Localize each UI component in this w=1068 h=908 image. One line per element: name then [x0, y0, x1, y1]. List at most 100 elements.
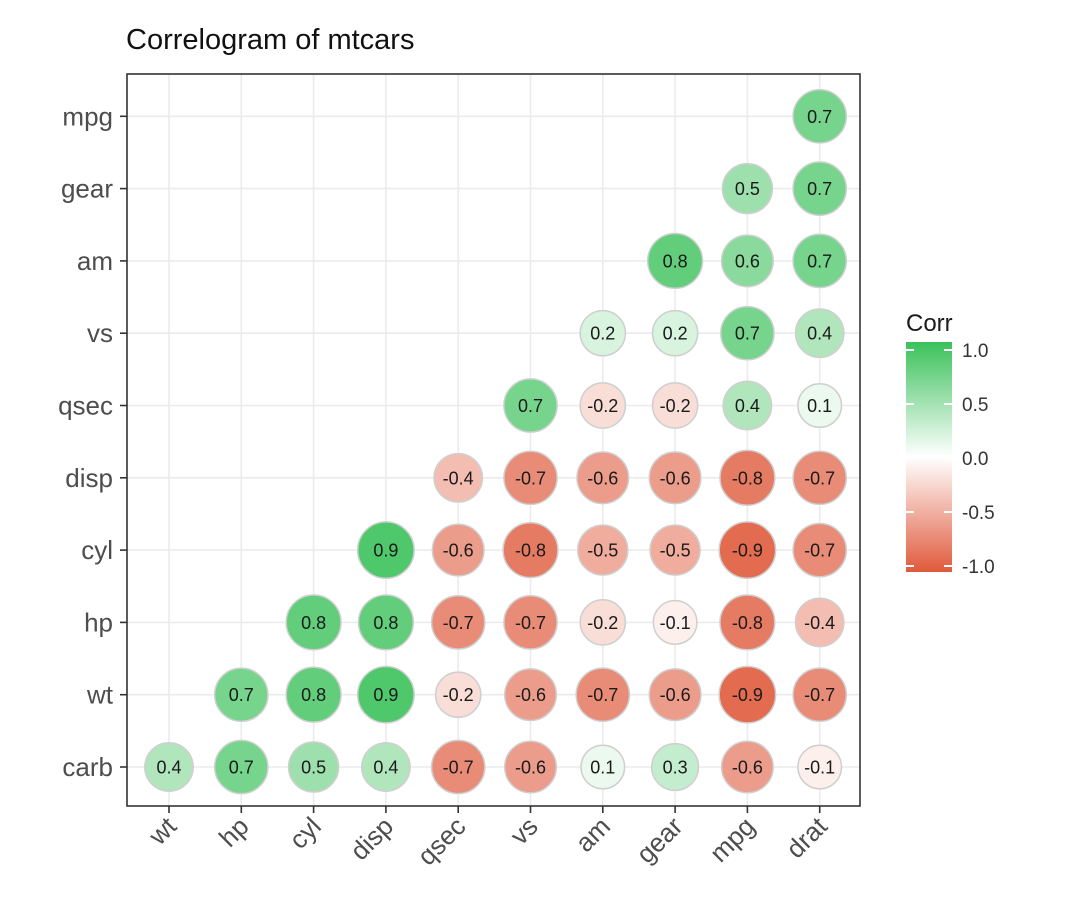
- corr-point-am-vs: [579, 309, 627, 357]
- corr-point-am-carb: [580, 744, 626, 790]
- corr-label-mpg-qsec: 0.4: [735, 396, 760, 416]
- y-tick-label-mpg: mpg: [62, 101, 113, 131]
- corr-point-gear-hp: [652, 599, 698, 645]
- corr-label-hp-wt: 0.7: [229, 685, 254, 705]
- corr-point-drat-carb: [797, 744, 843, 790]
- corr-point-vs-disp: [503, 450, 558, 506]
- corr-point-mpg-hp: [719, 594, 776, 651]
- corr-label-drat-disp: -0.7: [804, 468, 835, 488]
- corr-point-disp-carb: [360, 742, 411, 792]
- corr-label-vs-cyl: -0.8: [515, 541, 546, 561]
- x-tick-label-drat: drat: [780, 810, 833, 863]
- corr-label-disp-carb: 0.4: [373, 758, 398, 778]
- corr-label-gear-qsec: -0.2: [660, 396, 691, 416]
- corr-point-wt-carb: [144, 742, 194, 792]
- y-tick-label-gear: gear: [61, 174, 113, 204]
- corr-point-mpg-vs: [720, 305, 775, 361]
- legend-tick-label: 1.0: [962, 341, 988, 362]
- y-tick-label-wt: wt: [86, 680, 114, 710]
- corr-label-gear-disp: -0.6: [660, 468, 691, 488]
- corr-label-mpg-cyl: -0.9: [732, 541, 763, 561]
- corr-label-drat-carb: -0.1: [804, 758, 835, 778]
- corr-point-gear-qsec: [651, 382, 699, 429]
- corr-label-gear-wt: -0.6: [660, 685, 691, 705]
- corr-point-drat-am: [792, 233, 848, 289]
- corr-label-gear-vs: 0.2: [663, 324, 688, 344]
- corr-label-gear-cyl: -0.5: [660, 541, 691, 561]
- legend-tick-label: 0.5: [962, 395, 988, 416]
- corr-label-disp-wt: 0.9: [373, 685, 398, 705]
- corr-label-drat-qsec: 0.1: [807, 396, 832, 416]
- legend-title: Corr: [906, 310, 953, 337]
- corr-point-cyl-hp: [285, 594, 342, 651]
- corr-label-drat-mpg: 0.7: [807, 107, 832, 127]
- y-tick-label-qsec: qsec: [58, 391, 113, 421]
- corr-label-cyl-wt: 0.8: [301, 685, 326, 705]
- corr-point-vs-cyl: [502, 521, 559, 579]
- corr-label-cyl-carb: 0.5: [301, 758, 326, 778]
- legend-tick-label: -0.5: [962, 503, 995, 524]
- corr-point-gear-wt: [648, 668, 702, 722]
- corr-point-vs-carb: [503, 740, 558, 794]
- x-tick-label-qsec: qsec: [411, 811, 471, 871]
- corr-label-am-hp: -0.2: [587, 613, 618, 633]
- legend: Corr 1.0 0.5 0.0 -0.5 -1.0: [906, 310, 995, 578]
- corr-point-disp-wt: [356, 665, 415, 724]
- corr-point-gear-am: [646, 232, 704, 290]
- corr-label-am-vs: 0.2: [590, 324, 615, 344]
- corr-point-am-qsec: [579, 382, 627, 429]
- corr-point-qsec-cyl: [431, 523, 485, 577]
- plot-panel: 0.7 0.5 0.7 0.8 0.6 0.7 0.2 0.2 0.7 0.4 0.7 -0.2 -0.…: [58, 73, 861, 871]
- corr-label-am-wt: -0.7: [587, 685, 618, 705]
- corr-label-qsec-disp: -0.4: [443, 468, 474, 488]
- corr-point-drat-gear: [792, 161, 848, 216]
- y-tick-label-carb: carb: [62, 752, 113, 782]
- corr-point-hp-carb: [213, 739, 269, 795]
- corr-label-mpg-vs: 0.7: [735, 324, 760, 344]
- corr-label-am-cyl: -0.5: [587, 541, 618, 561]
- corr-label-drat-cyl: -0.7: [804, 541, 835, 561]
- y-tick-label-am: am: [77, 246, 113, 276]
- corr-point-mpg-cyl: [718, 521, 777, 580]
- y-tick-label-cyl: cyl: [81, 535, 113, 565]
- corr-label-qsec-cyl: -0.6: [443, 541, 474, 561]
- corr-point-qsec-wt: [434, 671, 482, 719]
- corr-label-gear-hp: -0.1: [660, 613, 691, 633]
- corr-point-mpg-carb: [720, 740, 774, 794]
- corr-point-gear-cyl: [649, 524, 701, 576]
- corr-point-gear-disp: [648, 451, 702, 505]
- corr-point-am-cyl: [577, 524, 629, 576]
- corr-point-disp-hp: [357, 594, 415, 651]
- corr-label-drat-gear: 0.7: [807, 179, 832, 199]
- corr-point-hp-wt: [213, 667, 269, 723]
- corr-point-qsec-hp: [430, 595, 486, 650]
- x-tick-label-gear: gear: [630, 811, 688, 869]
- corr-point-vs-hp: [503, 595, 558, 650]
- corr-label-qsec-hp: -0.7: [443, 613, 474, 633]
- corr-point-mpg-gear: [721, 162, 774, 215]
- corr-point-vs-qsec: [503, 378, 558, 433]
- corr-label-gear-am: 0.8: [663, 251, 688, 271]
- corr-label-qsec-carb: -0.7: [443, 758, 474, 778]
- x-tick-label-disp: disp: [344, 811, 399, 866]
- legend-tick-label: 0.0: [962, 449, 988, 470]
- corr-label-wt-carb: 0.4: [156, 758, 181, 778]
- x-tick-label-vs: vs: [504, 811, 544, 851]
- corr-point-gear-carb: [650, 742, 700, 792]
- corr-point-disp-cyl: [356, 521, 415, 580]
- corr-label-vs-wt: -0.6: [515, 685, 546, 705]
- corr-point-drat-wt: [792, 667, 848, 723]
- x-tick-label-wt: wt: [142, 810, 183, 851]
- corr-label-mpg-disp: -0.8: [732, 468, 763, 488]
- panel-border: [126, 73, 861, 807]
- corr-label-mpg-am: 0.6: [735, 251, 760, 271]
- corr-point-mpg-am: [720, 234, 774, 288]
- corr-point-drat-qsec: [797, 382, 843, 429]
- corr-label-drat-am: 0.7: [807, 251, 832, 271]
- corr-label-vs-carb: -0.6: [515, 758, 546, 778]
- corr-label-am-carb: 0.1: [590, 758, 615, 778]
- corr-point-gear-vs: [651, 309, 699, 357]
- chart-title: Correlogram of mtcars: [126, 24, 414, 56]
